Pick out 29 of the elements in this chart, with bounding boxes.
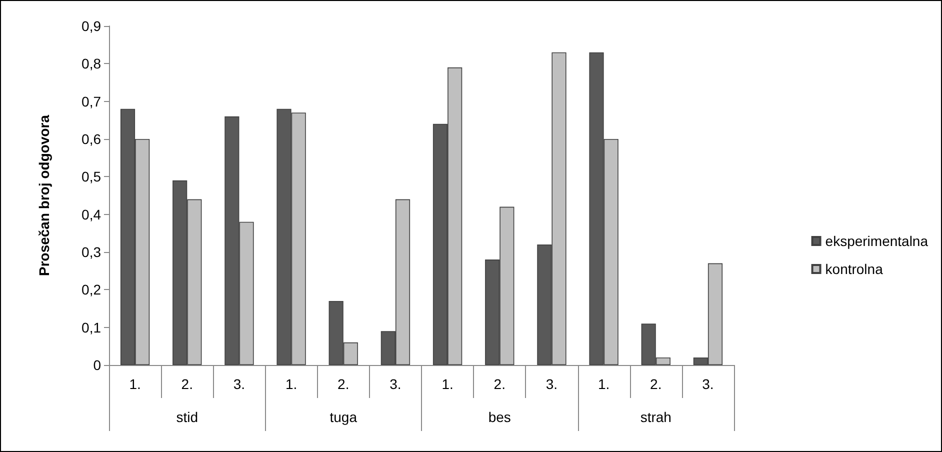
x-tick-label: 1. [442, 376, 454, 392]
legend-label: kontrolna [825, 261, 884, 277]
y-tick-label: 0 [93, 357, 102, 373]
y-tick-label: 0,8 [82, 56, 102, 72]
text: bes [488, 409, 511, 425]
x-tick-label: 1. [129, 376, 141, 392]
text: tuga [330, 409, 358, 425]
text: strah [640, 409, 672, 425]
x-tick-label: 1. [598, 376, 610, 392]
x-tick-label: 3. [233, 376, 246, 392]
x-tick-label: 3. [390, 376, 402, 392]
legend-label: eksperimentalna [825, 233, 928, 249]
y-axis-title: Prosečan broj odgovora [36, 114, 52, 276]
y-tick-label: 0,7 [82, 93, 102, 110]
x-tick-label: 3. [702, 376, 714, 392]
x-tick-label: 2. [650, 376, 662, 392]
y-tick-label: 0,4 [82, 206, 102, 222]
y-tick-label: 0,2 [82, 282, 102, 298]
x-tick-label: 3. [546, 376, 558, 392]
y-tick-label: 0,5 [82, 168, 102, 185]
x-tick-label: 2. [181, 376, 193, 392]
x-tick-label: 2. [494, 376, 506, 392]
y-tick-label: 0,6 [82, 131, 102, 147]
x-tick-label: 1. [285, 376, 298, 392]
x-tick-label: 2. [338, 376, 350, 392]
y-tick-label: 0,9 [82, 18, 102, 34]
text: stid [176, 409, 198, 425]
y-tick-label: 0,3 [82, 244, 102, 260]
y-tick-label: 0,1 [82, 319, 102, 336]
